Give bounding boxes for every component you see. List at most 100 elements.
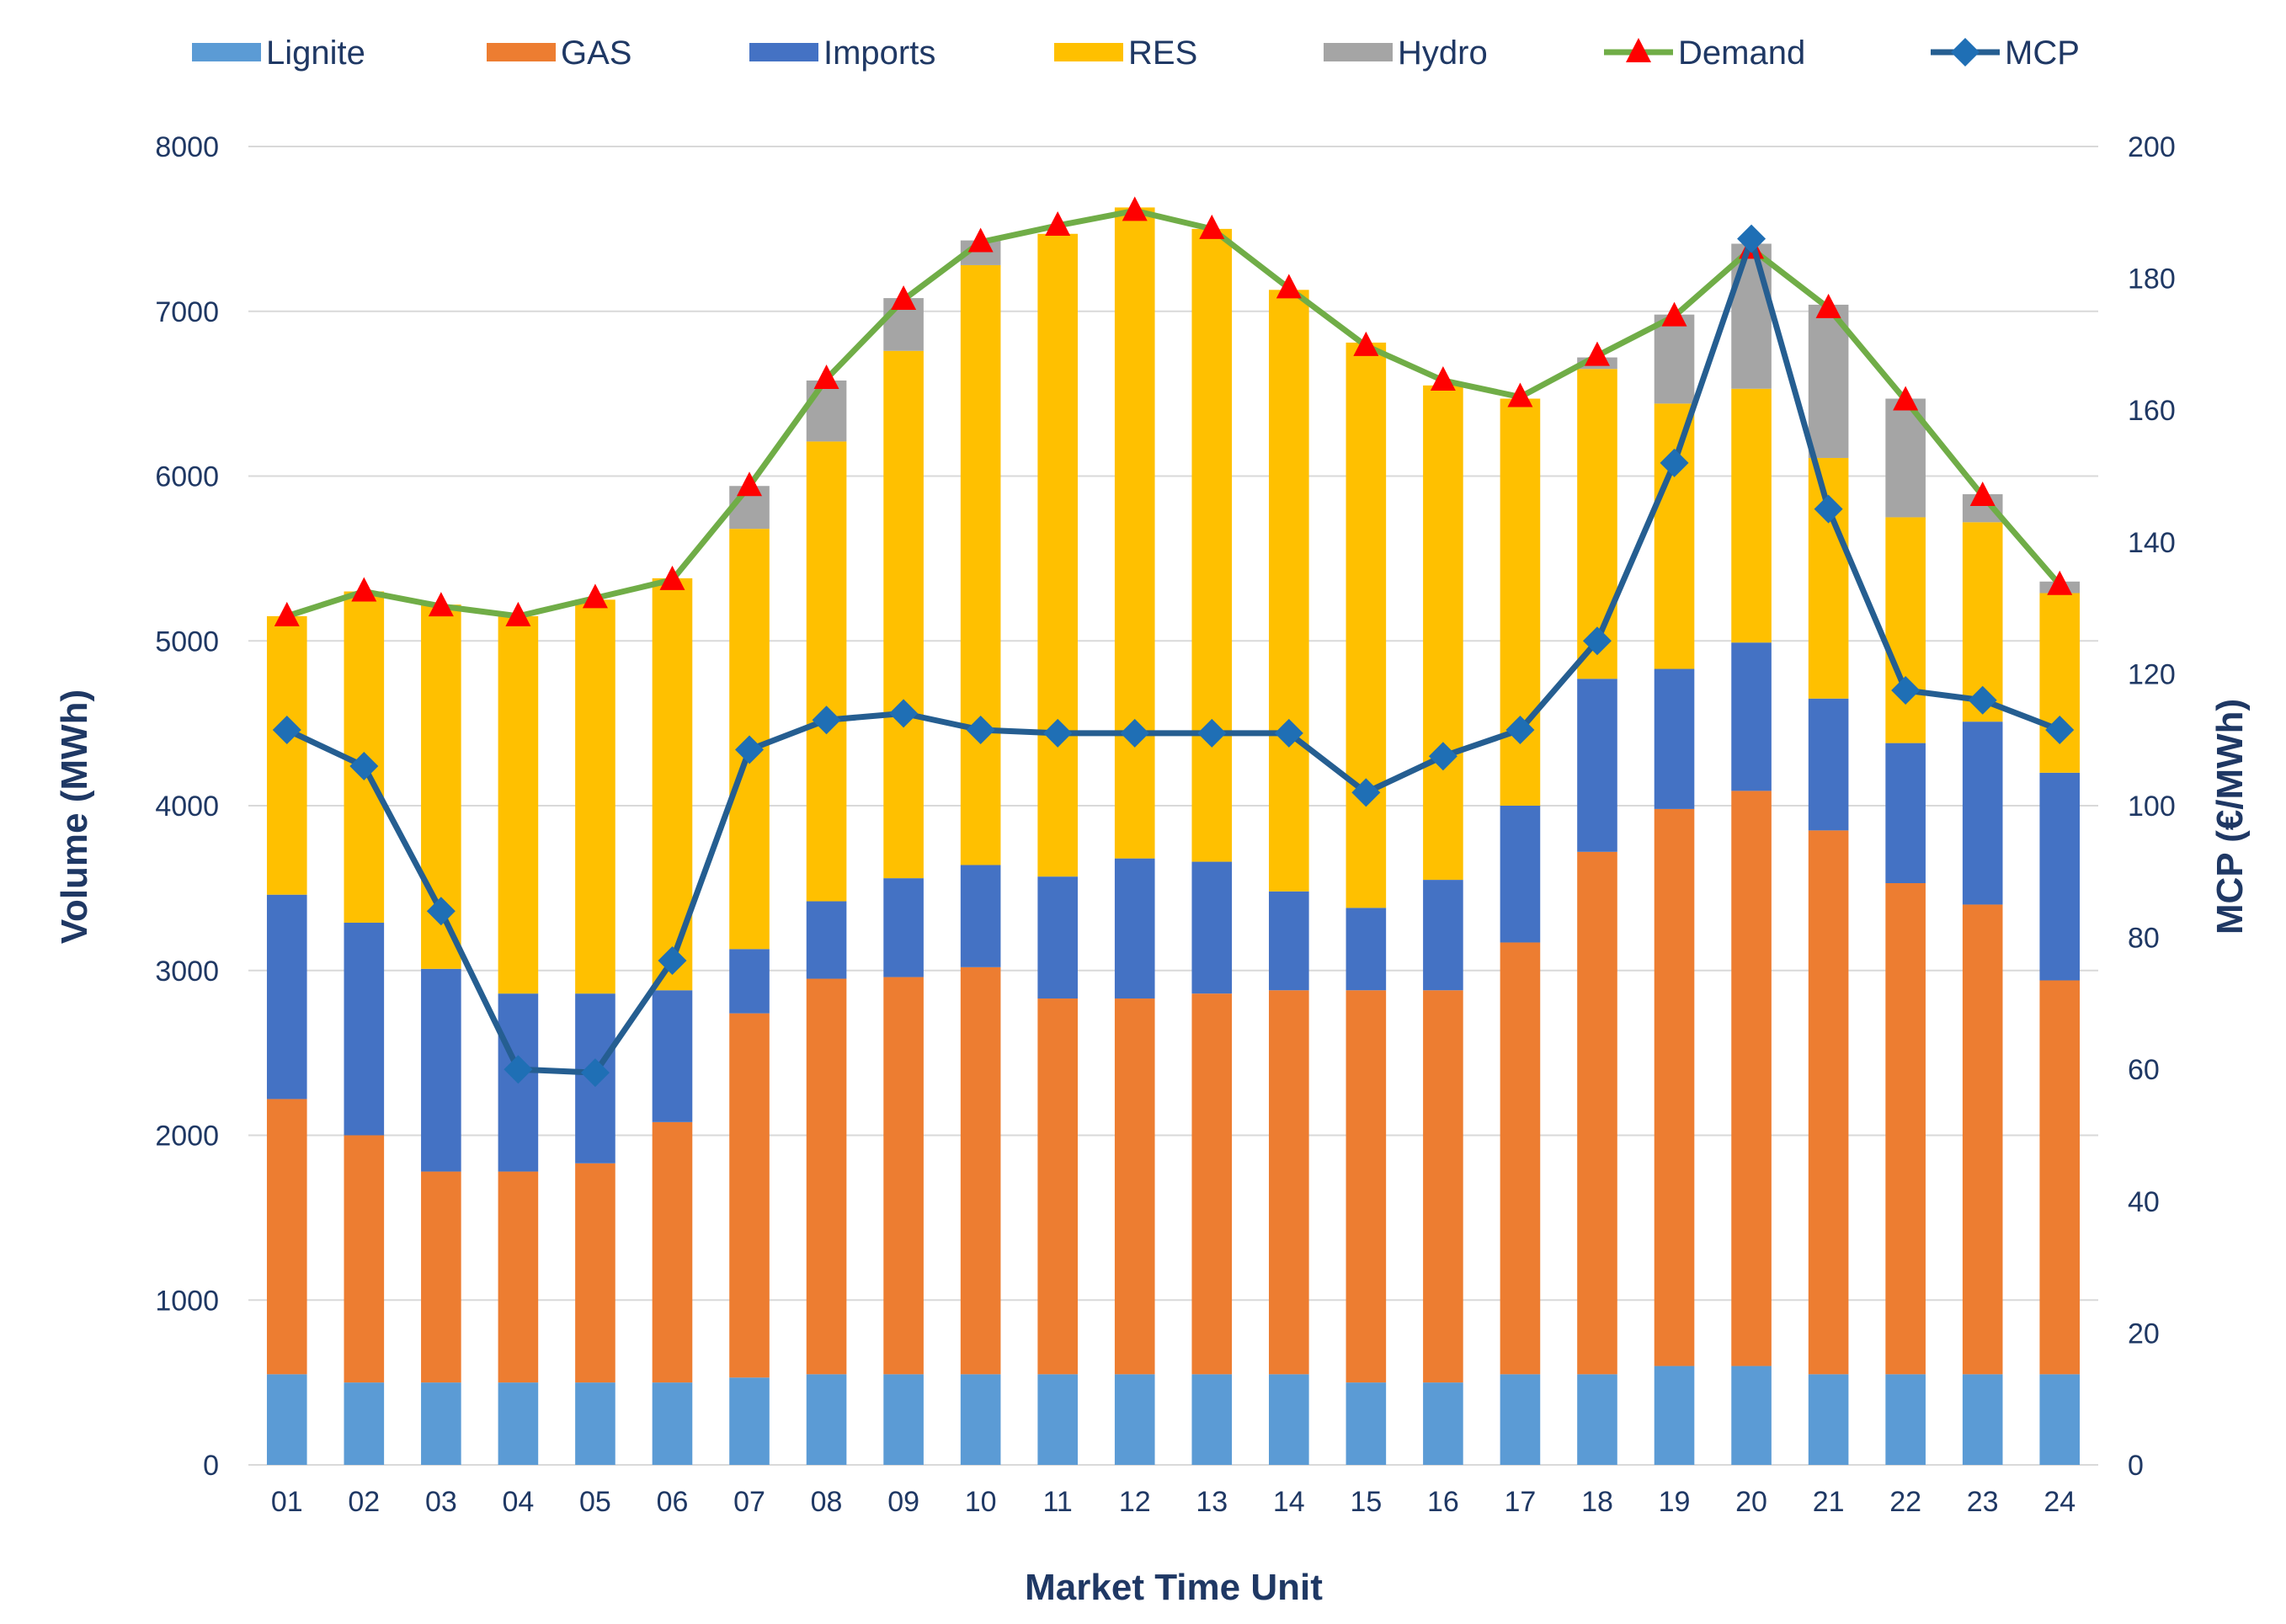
bar-gas xyxy=(806,978,847,1375)
y-tick-label: 0 xyxy=(203,1450,219,1482)
y2-tick-label: 120 xyxy=(2128,658,2176,690)
line-series xyxy=(272,196,2075,1088)
y2-tick-label: 80 xyxy=(2128,923,2160,955)
x-tick-label: 21 xyxy=(1813,1486,1845,1518)
bar-lignite xyxy=(1114,1374,1155,1465)
bar-imports xyxy=(1731,642,1772,791)
bar-lignite xyxy=(960,1374,1001,1465)
bar-imports xyxy=(1191,861,1233,994)
demand-marker xyxy=(2047,570,2073,595)
bar-gas xyxy=(1962,904,2003,1375)
x-tick-label: 15 xyxy=(1350,1486,1382,1518)
x-tick-label: 14 xyxy=(1273,1486,1305,1518)
demand-marker xyxy=(1661,301,1687,327)
bar-gas xyxy=(729,1013,770,1378)
legend-label-lignite: Lignite xyxy=(266,35,365,72)
bar-res xyxy=(2039,593,2081,773)
bar-gas xyxy=(1885,883,1926,1375)
x-tick-label: 24 xyxy=(2044,1486,2076,1518)
legend-swatch-gas xyxy=(487,43,556,61)
bar-lignite xyxy=(575,1382,615,1465)
x-tick-label: 17 xyxy=(1505,1486,1537,1518)
mcp-marker xyxy=(1737,224,1766,253)
bar-gas xyxy=(1345,990,1387,1383)
bar-gas xyxy=(1269,990,1309,1375)
legend-swatch-hydro xyxy=(1324,43,1393,61)
demand-marker xyxy=(1893,386,1919,411)
bar-lignite xyxy=(806,1374,847,1465)
bar-res xyxy=(266,615,307,895)
y2-tick-label: 40 xyxy=(2128,1186,2160,1218)
bar-hydro xyxy=(1654,314,1695,404)
demand-marker xyxy=(1584,341,1610,366)
mcp-marker xyxy=(272,715,301,744)
y-tick-label: 5000 xyxy=(155,626,219,658)
x-tick-label: 06 xyxy=(657,1486,689,1518)
y2-tick-label: 60 xyxy=(2128,1054,2160,1086)
legend-marker-mcp xyxy=(1951,38,1980,67)
bar-gas xyxy=(1114,998,1155,1375)
bar-gas xyxy=(344,1135,385,1383)
bar-res xyxy=(1114,207,1155,859)
legend: Lignite GAS Imports RES Hydro Demand MCP xyxy=(192,35,2080,72)
demand-marker xyxy=(737,471,763,497)
bar-lignite xyxy=(1269,1374,1309,1465)
demand-marker xyxy=(351,577,377,602)
bar-imports xyxy=(266,894,307,1100)
y2-tick-label: 140 xyxy=(2128,527,2176,559)
bar-res xyxy=(1885,517,1926,743)
bar-gas xyxy=(1577,851,1617,1375)
mcp-line xyxy=(285,236,2061,1076)
bar-lignite xyxy=(266,1374,307,1465)
x-tick-label: 03 xyxy=(425,1486,457,1518)
bar-res xyxy=(1345,342,1387,908)
legend-label-imports: Imports xyxy=(823,35,935,72)
bar-res xyxy=(1423,385,1463,881)
bar-hydro xyxy=(1731,243,1772,389)
x-axis-ticks: 01 02 03 04 05 06 07 08 09 10 11 12 13 14 15 16 17 18 19 20… xyxy=(271,1486,2076,1518)
legend-label-hydro: Hydro xyxy=(1398,35,1488,72)
legend-label-mcp: MCP xyxy=(2005,35,2080,72)
mcp-marker xyxy=(1351,778,1381,807)
bar-imports xyxy=(344,922,385,1136)
bar-lignite xyxy=(344,1382,385,1465)
y2-tick-label: 100 xyxy=(2128,791,2176,823)
legend-swatch-res xyxy=(1054,43,1123,61)
bar-gas xyxy=(1654,808,1695,1366)
mcp-marker xyxy=(580,1058,610,1088)
x-tick-label: 16 xyxy=(1427,1486,1459,1518)
bar-imports xyxy=(806,901,847,979)
legend-label-res: RES xyxy=(1128,35,1197,72)
demand-marker xyxy=(1815,293,1841,318)
bar-lignite xyxy=(421,1382,461,1465)
demand-marker xyxy=(1045,210,1071,236)
x-tick-label: 08 xyxy=(811,1486,843,1518)
bar-lignite xyxy=(1345,1382,1387,1465)
demand-marker xyxy=(1430,365,1456,391)
x-tick-label: 02 xyxy=(348,1486,380,1518)
bar-gas xyxy=(1423,990,1463,1383)
demand-marker xyxy=(967,227,994,253)
bar-imports xyxy=(421,968,461,1172)
bar-gas xyxy=(1191,993,1233,1375)
demand-marker xyxy=(274,601,300,626)
bar-imports xyxy=(1345,908,1387,991)
bar-res xyxy=(1037,233,1078,877)
bar-lignite xyxy=(1037,1374,1078,1465)
gridlines xyxy=(248,146,2098,1466)
y-axis-title: Volume (MWh) xyxy=(54,690,95,944)
mcp-marker xyxy=(1428,742,1457,771)
x-tick-label: 22 xyxy=(1889,1486,1921,1518)
bar-gas xyxy=(960,966,1001,1375)
demand-marker xyxy=(1507,382,1533,407)
mcp-marker xyxy=(349,752,379,781)
x-tick-label: 19 xyxy=(1659,1486,1691,1518)
bar-series xyxy=(266,207,2081,1465)
bar-res xyxy=(883,350,924,879)
mcp-marker xyxy=(1660,448,1689,477)
bar-gas xyxy=(1037,998,1078,1375)
bar-imports xyxy=(1269,891,1309,991)
bar-lignite xyxy=(1885,1374,1926,1465)
demand-marker xyxy=(1199,214,1225,239)
